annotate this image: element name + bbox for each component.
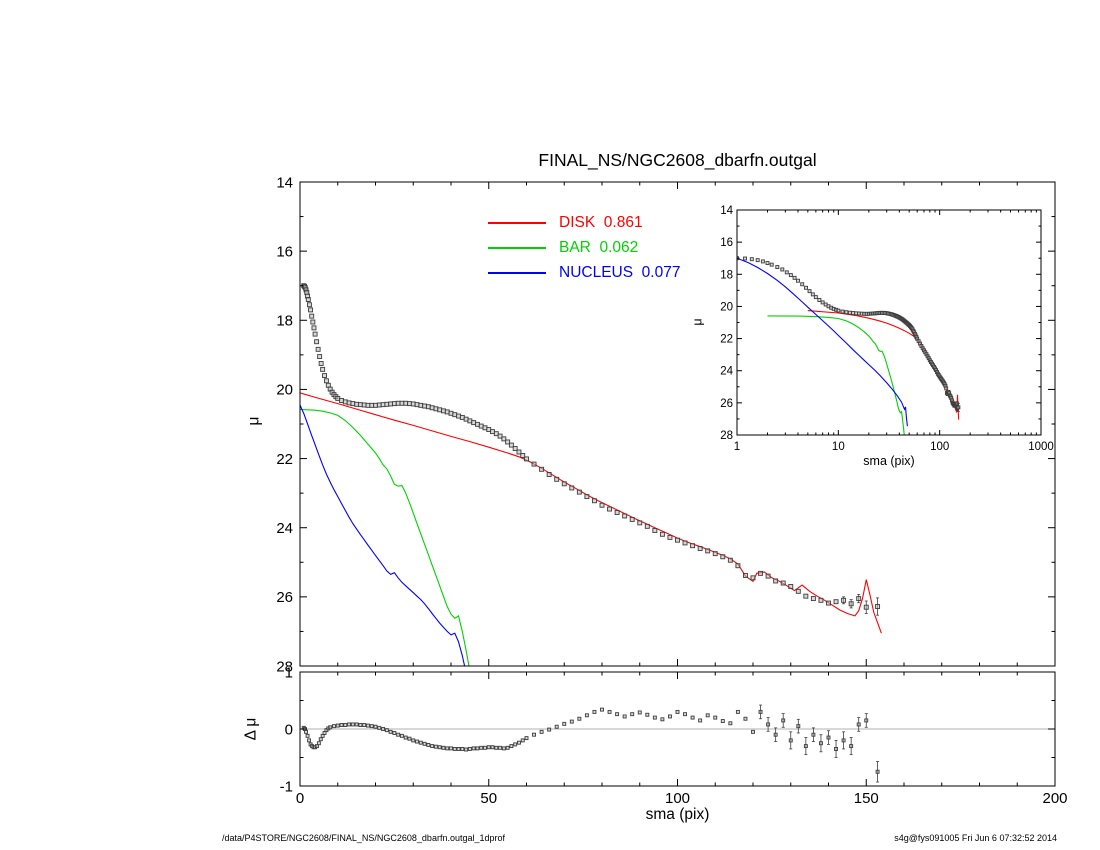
y-tick-label: 20: [720, 301, 733, 313]
inset-tick-labels: 1 10 100 1000 14 16 18 20 22 24 26 28: [720, 205, 1054, 453]
resid-points: [301, 704, 880, 783]
legend-label-nucleus: NUCLEUS 0.077: [559, 263, 681, 281]
y-tick-label: 18: [276, 313, 293, 330]
main-panel: 14 16 18 20 22 24 26 28: [276, 174, 1056, 675]
y-tick-label: 26: [720, 398, 733, 410]
y-tick-label: 14: [720, 205, 733, 217]
x-tick-label: 150: [854, 790, 879, 807]
nucleus_inset-curve: [737, 257, 908, 427]
main-tick-labels: 14 16 18 20 22 24 26 28: [276, 174, 293, 675]
y-tick-label: 26: [276, 589, 293, 606]
y-tick-label: 24: [720, 366, 733, 378]
y-tick-label: 16: [276, 243, 293, 260]
obs-points: [301, 283, 881, 616]
y-tick-label: 1: [285, 664, 293, 681]
legend-item-disk: DISK 0.861: [488, 210, 680, 235]
y-tick-label: 28: [720, 430, 733, 442]
disk-line-swatch: [488, 221, 546, 224]
legend-label-bar: BAR 0.062: [559, 238, 639, 256]
x-tick-label: 50: [480, 790, 497, 807]
x-tick-label: 1000: [1028, 441, 1054, 453]
y-tick-label: 18: [720, 269, 733, 281]
x-tick-label: 200: [1042, 790, 1067, 807]
y-tick-label: 20: [276, 382, 293, 399]
y-tick-label: 0: [285, 721, 293, 738]
y-tick-label: 14: [276, 174, 293, 191]
main-ticks: [299, 181, 1056, 667]
inset-panel: 1 10 100 1000 14 16 18 20 22 24 26 28: [720, 205, 1054, 453]
main-y-axis-label: μ: [245, 416, 263, 426]
x-tick-label: 100: [930, 441, 949, 453]
x-axis-label: sma (pix): [645, 806, 710, 823]
legend-item-nucleus: NUCLEUS 0.077: [488, 260, 680, 285]
x-tick-label: 0: [296, 790, 304, 807]
footer-user-timestamp: s4g@fys091005 Fri Jun 6 07:32:52 2014: [894, 833, 1057, 843]
y-tick-label: 28: [276, 658, 293, 675]
y-tick-label: 22: [720, 334, 733, 346]
residual-ticks: [299, 671, 1056, 787]
y-tick-label: 24: [276, 520, 293, 537]
legend-item-bar: BAR 0.062: [488, 235, 680, 260]
inset-y-axis-label: μ: [690, 318, 705, 326]
bar-curve: [300, 408, 470, 666]
bar-curve: [767, 315, 905, 435]
x-tick-label: 100: [665, 790, 690, 807]
y-tick-label: 16: [720, 237, 733, 249]
y-tick-label: 22: [276, 451, 293, 468]
nucleus-curve: [300, 404, 466, 666]
inset-x-axis-label: sma (pix): [863, 454, 915, 468]
nucleus-line-swatch: [488, 271, 546, 274]
legend: DISK 0.861 BAR 0.062 NUCLEUS 0.077: [488, 210, 680, 285]
y-tick-label: -1: [280, 778, 293, 795]
footer-file-path: /data/P4STORE/NGC2608/FINAL_NS/NGC2608_d…: [222, 833, 505, 843]
x-tick-label: 1: [734, 441, 740, 453]
bar-line-swatch: [488, 246, 546, 249]
x-tick-label: 10: [832, 441, 845, 453]
obs-points: [737, 256, 961, 412]
inset-ticks: [736, 209, 1042, 436]
residual-y-axis-label: Δ μ: [242, 717, 260, 741]
legend-label-disk: DISK 0.861: [559, 213, 643, 231]
plot-title: FINAL_NS/NGC2608_dbarfn.outgal: [538, 150, 817, 170]
